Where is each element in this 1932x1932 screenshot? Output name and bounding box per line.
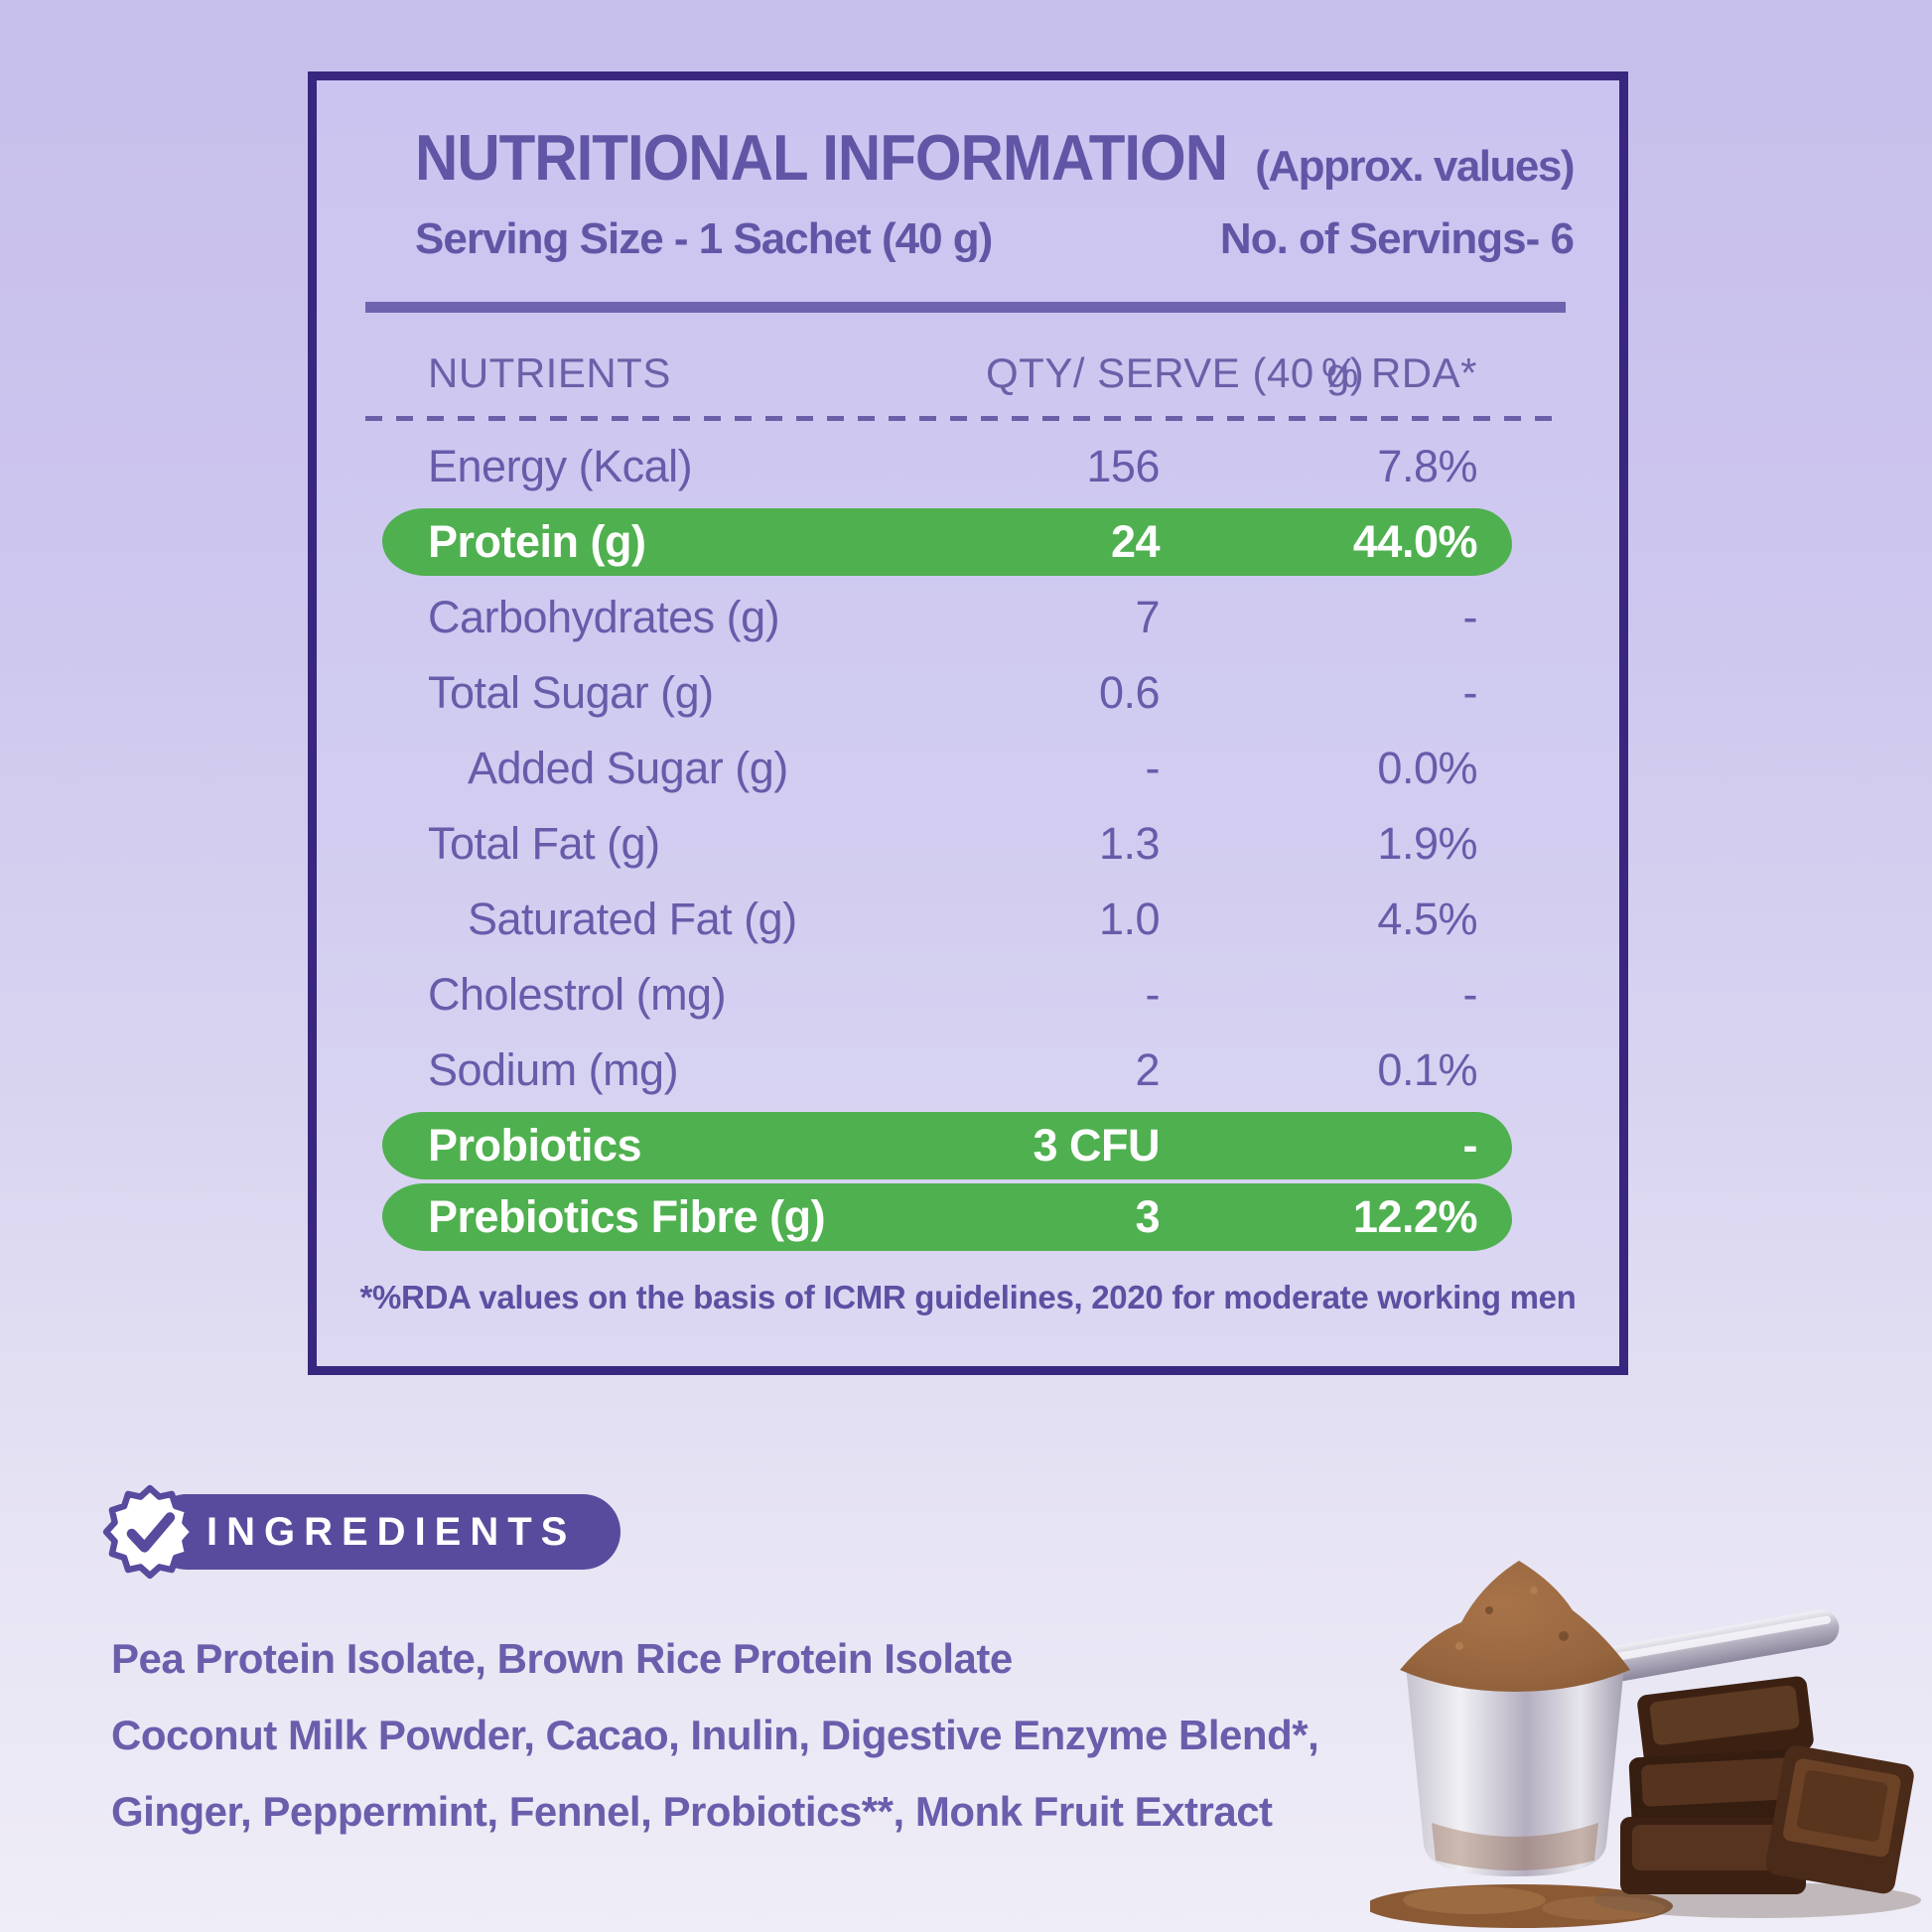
cocoa-powder-scoop-photo [1365, 1519, 1932, 1932]
ingredients-line: Coconut Milk Powder, Cacao, Inulin, Dige… [111, 1712, 1319, 1758]
nutrient-rda: 7.8% [1377, 441, 1477, 491]
dashed-divider [365, 416, 1566, 421]
table-row: Carbohydrates (g) 7 - [317, 580, 1619, 655]
nutrient-label: Prebiotics Fibre (g) [428, 1191, 826, 1242]
nutrient-qty: 2 [1135, 1044, 1160, 1095]
approx-values-note: (Approx. values) [1255, 142, 1575, 191]
nutrient-qty: 7 [1135, 592, 1160, 642]
nutrient-label: Energy (Kcal) [428, 441, 693, 491]
nutrient-label: Probiotics [428, 1120, 642, 1171]
table-row: Energy (Kcal) 156 7.8% [317, 429, 1619, 504]
servings-count-text: No. of Servings- 6 [1219, 214, 1575, 263]
panel-header: NUTRITIONAL INFORMATION (Approx. values)… [317, 80, 1619, 264]
nutrient-rda: - [1462, 592, 1478, 642]
nutrient-qty: 3 CFU [1033, 1120, 1160, 1171]
nutrient-qty: 1.0 [1098, 894, 1161, 944]
nutrient-qty: 24 [1110, 516, 1161, 567]
header-divider [365, 302, 1566, 313]
table-row: Saturated Fat (g) 1.0 4.5% [317, 882, 1619, 957]
nutrient-label: Saturated Fat (g) [468, 894, 797, 944]
nutrient-rda: - [1462, 667, 1478, 718]
table-row: Total Fat (g) 1.3 1.9% [317, 806, 1619, 882]
table-row: Sodium (mg) 2 0.1% [317, 1033, 1619, 1108]
column-header-nutrients: NUTRIENTS [428, 349, 671, 396]
column-header-qty: QTY/ SERVE (40 g) [986, 349, 1365, 396]
header-row-1: NUTRITIONAL INFORMATION (Approx. values) [415, 122, 1575, 195]
column-header-rda: % RDA* [1320, 349, 1477, 396]
rda-footnote: *%RDA values on the basis of ICMR guidel… [359, 1279, 1577, 1315]
nutrient-qty: - [1145, 743, 1161, 793]
table-row-highlighted: Prebiotics Fibre (g) 3 12.2% [382, 1183, 1512, 1251]
nutrient-label: Added Sugar (g) [468, 743, 788, 793]
nutrient-qty: 156 [1086, 441, 1160, 491]
nutrient-rda: 4.5% [1377, 894, 1477, 944]
table-row-highlighted: Probiotics 3 CFU - [382, 1112, 1512, 1179]
nutrient-table-body: Energy (Kcal) 156 7.8% Protein (g) 24 44.0% Ca… [317, 429, 1619, 1251]
nutrient-qty: 0.6 [1098, 667, 1161, 718]
nutrient-label: Total Sugar (g) [428, 667, 714, 718]
ingredients-line: Ginger, Peppermint, Fennel, Probiotics**… [111, 1788, 1273, 1835]
nutrient-rda: 44.0% [1352, 516, 1478, 567]
ingredients-list: Pea Protein Isolate, Brown Rice Protein … [111, 1620, 1451, 1850]
nutrient-label: Cholestrol (mg) [428, 969, 727, 1020]
table-row: Total Sugar (g) 0.6 - [317, 655, 1619, 731]
ingredients-badge-label: INGREDIENTS [207, 1509, 577, 1554]
table-row: Added Sugar (g) - 0.0% [317, 731, 1619, 806]
table-header-row: NUTRIENTS QTY/ SERVE (40 g) % RDA* [317, 346, 1619, 400]
nutrient-rda: 12.2% [1352, 1191, 1478, 1242]
nutrient-rda: - [1462, 1120, 1478, 1171]
nutrient-label: Carbohydrates (g) [428, 592, 780, 642]
table-row-highlighted: Protein (g) 24 44.0% [382, 508, 1512, 576]
ingredients-line: Pea Protein Isolate, Brown Rice Protein … [111, 1635, 1013, 1682]
nutrient-qty: - [1145, 969, 1161, 1020]
table-row: Cholestrol (mg) - - [317, 957, 1619, 1033]
check-seal-icon [95, 1477, 205, 1587]
nutrient-label: Total Fat (g) [428, 818, 660, 869]
nutrition-panel: NUTRITIONAL INFORMATION (Approx. values)… [308, 71, 1628, 1375]
ingredients-badge: INGREDIENTS [102, 1484, 621, 1580]
nutrient-qty: 3 [1135, 1191, 1160, 1242]
header-row-2: Serving Size - 1 Sachet (40 g) No. of Se… [415, 214, 1575, 264]
panel-title: NUTRITIONAL INFORMATION [415, 121, 1228, 194]
nutrient-label: Sodium (mg) [428, 1044, 679, 1095]
nutrient-rda: - [1462, 969, 1478, 1020]
serving-size-text: Serving Size - 1 Sachet (40 g) [415, 214, 993, 263]
nutrient-rda: 0.1% [1377, 1044, 1477, 1095]
nutrient-rda: 1.9% [1377, 818, 1477, 869]
nutrient-rda: 0.0% [1377, 743, 1477, 793]
nutrient-label: Protein (g) [428, 516, 646, 567]
nutrient-qty: 1.3 [1098, 818, 1161, 869]
